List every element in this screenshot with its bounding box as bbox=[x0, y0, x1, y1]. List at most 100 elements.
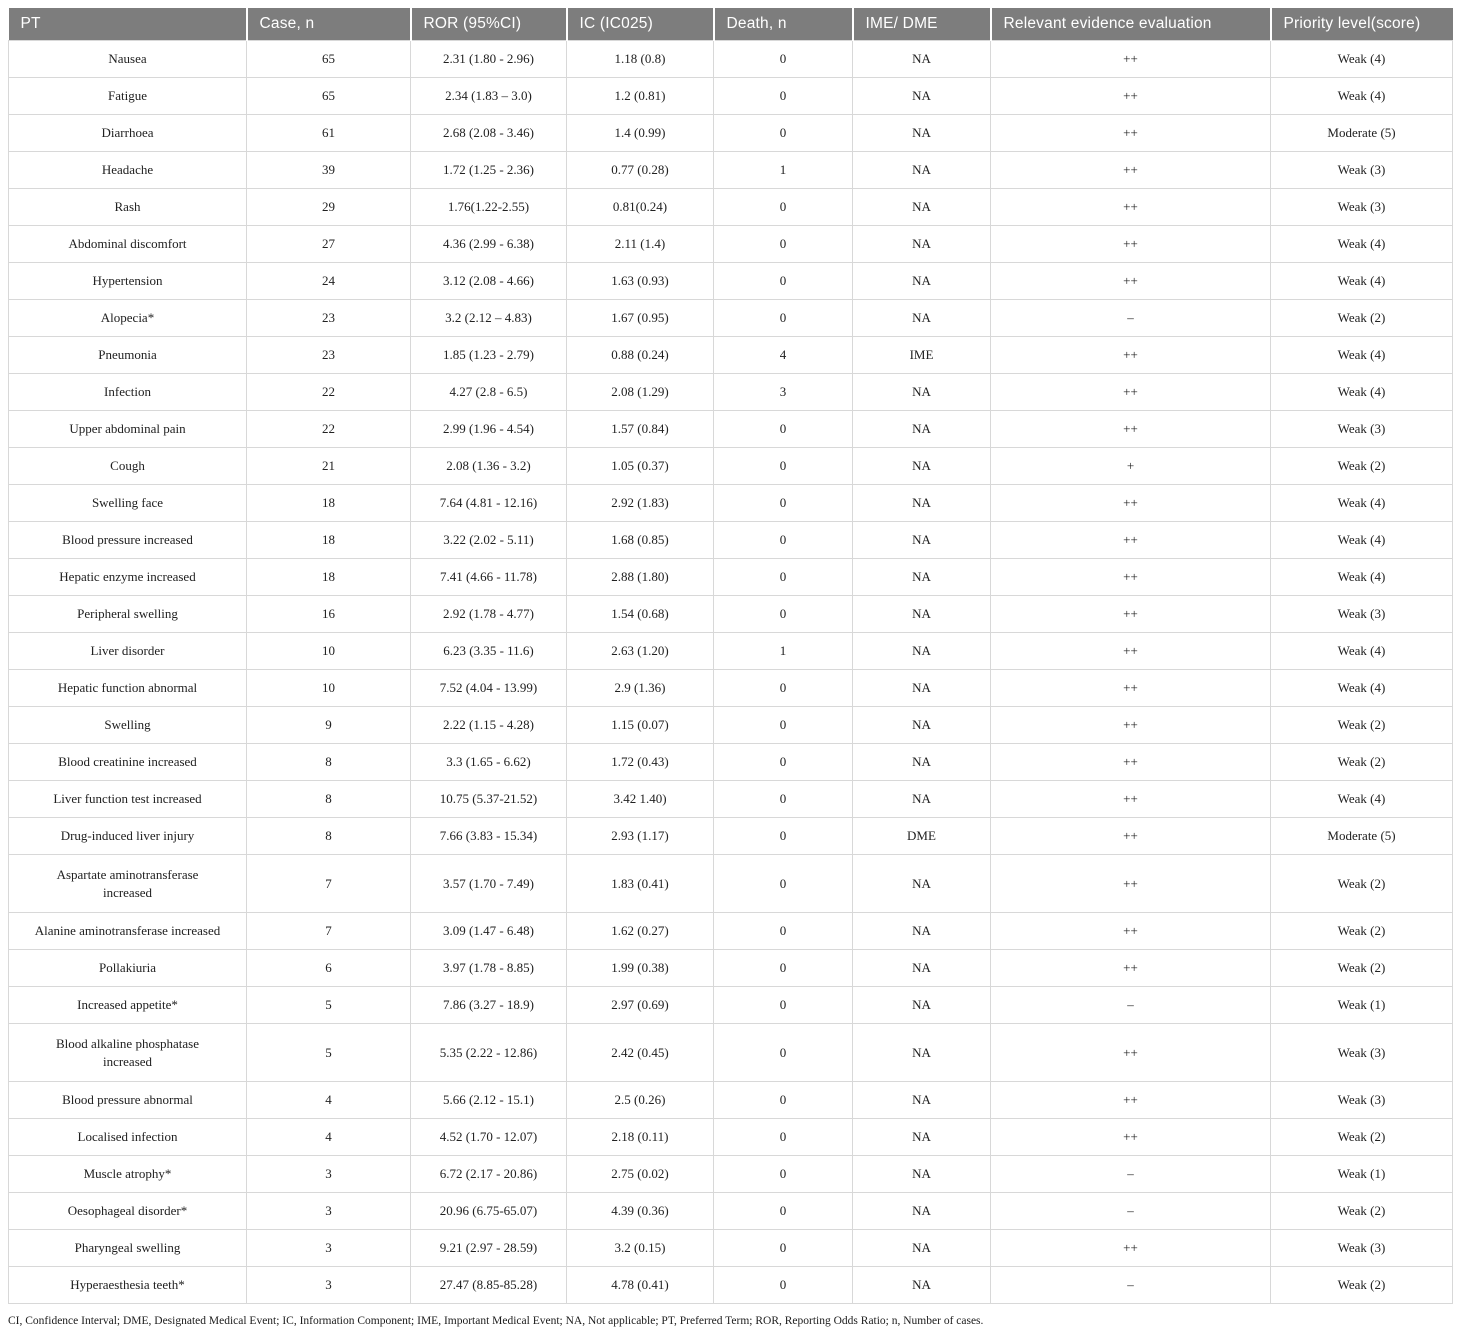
col-header-ic: IC (IC025) bbox=[566, 8, 715, 41]
cell-ime_dme: NA bbox=[852, 1192, 991, 1230]
cell-ror: 1.85 (1.23 - 2.79) bbox=[410, 336, 567, 374]
cell-case_n: 24 bbox=[246, 262, 411, 300]
cell-evidence: – bbox=[990, 986, 1271, 1024]
cell-death_n: 0 bbox=[713, 817, 853, 855]
cell-ror: 27.47 (8.85-85.28) bbox=[410, 1266, 567, 1304]
table-row: Abdominal discomfort 27 4.36 (2.99 - 6.38)… bbox=[8, 225, 1453, 263]
cell-pt: Liver function test increased bbox=[8, 780, 247, 818]
cell-death_n: 0 bbox=[713, 484, 853, 522]
cell-death_n: 0 bbox=[713, 1192, 853, 1230]
cell-evidence: ++ bbox=[990, 484, 1271, 522]
cell-case_n: 7 bbox=[246, 912, 411, 950]
cell-death_n: 0 bbox=[713, 1081, 853, 1119]
cell-evidence: ++ bbox=[990, 558, 1271, 596]
table-footnotes: CI, Confidence Interval; DME, Designated… bbox=[8, 1313, 1452, 1332]
cell-pt: Increased appetite* bbox=[8, 986, 247, 1024]
cell-case_n: 10 bbox=[246, 669, 411, 707]
cell-evidence: ++ bbox=[990, 1229, 1271, 1267]
table-row: Hyperaesthesia teeth* 3 27.47 (8.85-85.28)… bbox=[8, 1266, 1453, 1304]
cell-ime_dme: NA bbox=[852, 986, 991, 1024]
cell-pt: Blood pressure increased bbox=[8, 521, 247, 559]
col-header-death-n: Death, n bbox=[713, 8, 854, 41]
cell-pt: Blood pressure abnormal bbox=[8, 1081, 247, 1119]
cell-death_n: 0 bbox=[713, 521, 853, 559]
cell-ic: 1.4 (0.99) bbox=[566, 114, 714, 152]
cell-death_n: 0 bbox=[713, 912, 853, 950]
table-row: Swelling 9 2.22 (1.15 - 4.28) 1.15 (0.07) 0 N… bbox=[8, 706, 1453, 744]
cell-case_n: 8 bbox=[246, 743, 411, 781]
table-row: Infection 22 4.27 (2.8 - 6.5) 2.08 (1.29) 3 N… bbox=[8, 373, 1453, 411]
cell-evidence: + bbox=[990, 447, 1271, 485]
cell-evidence: ++ bbox=[990, 188, 1271, 226]
cell-pt: Rash bbox=[8, 188, 247, 226]
cell-ime_dme: NA bbox=[852, 949, 991, 987]
cell-ime_dme: NA bbox=[852, 743, 991, 781]
cell-priority: Weak (2) bbox=[1270, 1266, 1453, 1304]
table-row: Blood alkaline phosphatase increased 5 5.3… bbox=[8, 1023, 1453, 1082]
cell-death_n: 0 bbox=[713, 986, 853, 1024]
cell-pt: Alopecia* bbox=[8, 299, 247, 337]
cell-death_n: 1 bbox=[713, 632, 853, 670]
cell-pt: Pollakiuria bbox=[8, 949, 247, 987]
cell-case_n: 29 bbox=[246, 188, 411, 226]
cell-ror: 4.36 (2.99 - 6.38) bbox=[410, 225, 567, 263]
cell-ic: 2.93 (1.17) bbox=[566, 817, 714, 855]
cell-case_n: 8 bbox=[246, 780, 411, 818]
adverse-events-table: PT Case, n ROR (95%CI) IC (IC025) Death,… bbox=[8, 8, 1453, 1304]
table-row: Pneumonia 23 1.85 (1.23 - 2.79) 0.88 (0.24)… bbox=[8, 336, 1453, 374]
cell-priority: Weak (2) bbox=[1270, 912, 1453, 950]
table-row: Peripheral swelling 16 2.92 (1.78 - 4.77) 1… bbox=[8, 595, 1453, 633]
cell-death_n: 0 bbox=[713, 706, 853, 744]
table-row: Fatigue 65 2.34 (1.83 – 3.0) 1.2 (0.81) 0 NA +… bbox=[8, 77, 1453, 115]
cell-ic: 1.2 (0.81) bbox=[566, 77, 714, 115]
cell-death_n: 0 bbox=[713, 299, 853, 337]
cell-ic: 4.78 (0.41) bbox=[566, 1266, 714, 1304]
cell-ime_dme: NA bbox=[852, 373, 991, 411]
cell-ime_dme: NA bbox=[852, 669, 991, 707]
table-row: Swelling face 18 7.64 (4.81 - 12.16) 2.92 (… bbox=[8, 484, 1453, 522]
cell-death_n: 0 bbox=[713, 854, 853, 913]
cell-evidence: – bbox=[990, 1192, 1271, 1230]
cell-evidence: ++ bbox=[990, 373, 1271, 411]
cell-ime_dme: NA bbox=[852, 1118, 991, 1156]
cell-pt: Hepatic enzyme increased bbox=[8, 558, 247, 596]
cell-priority: Weak (4) bbox=[1270, 484, 1453, 522]
cell-pt: Liver disorder bbox=[8, 632, 247, 670]
cell-ic: 1.62 (0.27) bbox=[566, 912, 714, 950]
table-row: Muscle atrophy* 3 6.72 (2.17 - 20.86) 2.75 … bbox=[8, 1155, 1453, 1193]
cell-ime_dme: NA bbox=[852, 780, 991, 818]
cell-evidence: ++ bbox=[990, 706, 1271, 744]
cell-case_n: 18 bbox=[246, 484, 411, 522]
col-header-pt: PT bbox=[8, 8, 248, 41]
cell-pt: Fatigue bbox=[8, 77, 247, 115]
cell-ic: 2.92 (1.83) bbox=[566, 484, 714, 522]
cell-priority: Weak (4) bbox=[1270, 669, 1453, 707]
cell-ime_dme: NA bbox=[852, 225, 991, 263]
cell-ror: 2.22 (1.15 - 4.28) bbox=[410, 706, 567, 744]
cell-pt: Muscle atrophy* bbox=[8, 1155, 247, 1193]
cell-case_n: 4 bbox=[246, 1081, 411, 1119]
cell-ror: 2.34 (1.83 – 3.0) bbox=[410, 77, 567, 115]
cell-evidence: ++ bbox=[990, 336, 1271, 374]
table-row: Drug-induced liver injury 8 7.66 (3.83 - 1… bbox=[8, 817, 1453, 855]
cell-ror: 10.75 (5.37-21.52) bbox=[410, 780, 567, 818]
cell-ror: 7.86 (3.27 - 18.9) bbox=[410, 986, 567, 1024]
table-row: Increased appetite* 5 7.86 (3.27 - 18.9) 2.… bbox=[8, 986, 1453, 1024]
cell-ic: 1.67 (0.95) bbox=[566, 299, 714, 337]
cell-priority: Weak (3) bbox=[1270, 1229, 1453, 1267]
cell-ror: 3.22 (2.02 - 5.11) bbox=[410, 521, 567, 559]
cell-evidence: ++ bbox=[990, 949, 1271, 987]
cell-case_n: 3 bbox=[246, 1155, 411, 1193]
cell-priority: Weak (3) bbox=[1270, 595, 1453, 633]
cell-priority: Weak (3) bbox=[1270, 1023, 1453, 1082]
table-row: Pollakiuria 6 3.97 (1.78 - 8.85) 1.99 (0.38… bbox=[8, 949, 1453, 987]
cell-ic: 2.9 (1.36) bbox=[566, 669, 714, 707]
cell-case_n: 27 bbox=[246, 225, 411, 263]
header-row: PT Case, n ROR (95%CI) IC (IC025) Death,… bbox=[8, 8, 1453, 41]
cell-ror: 7.66 (3.83 - 15.34) bbox=[410, 817, 567, 855]
cell-pt: Nausea bbox=[8, 40, 247, 78]
table-row: Blood pressure increased 18 3.22 (2.02 - 5… bbox=[8, 521, 1453, 559]
cell-evidence: ++ bbox=[990, 595, 1271, 633]
cell-evidence: – bbox=[990, 1155, 1271, 1193]
